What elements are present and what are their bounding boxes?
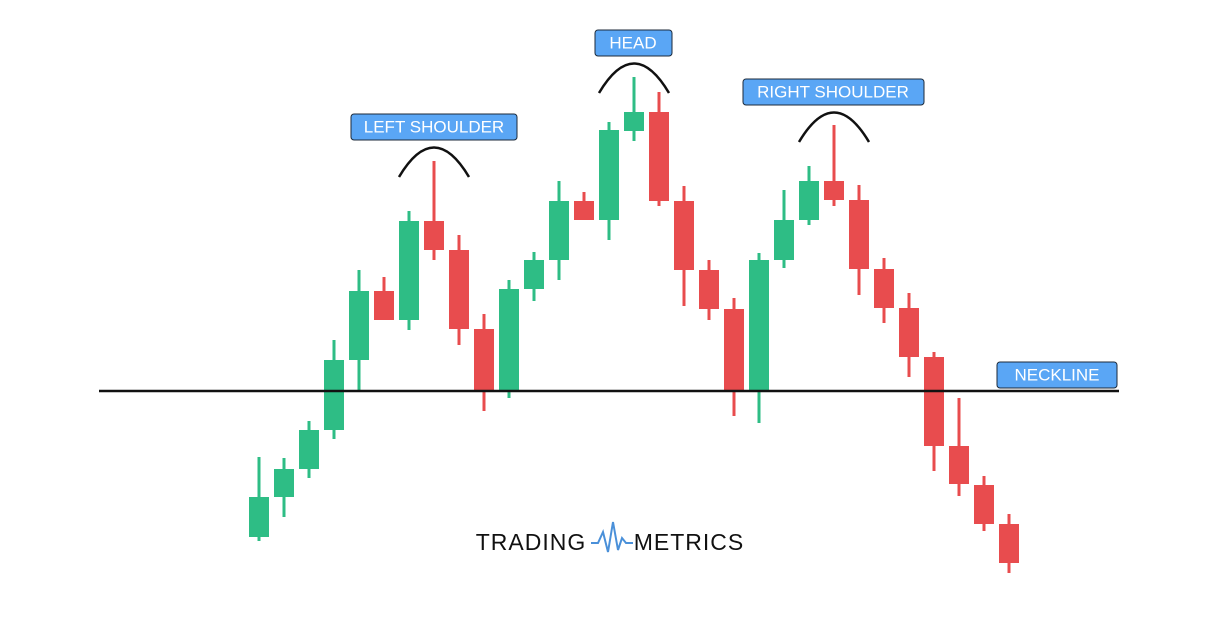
candle-body: [574, 201, 594, 220]
logo-icon: [591, 521, 633, 553]
candle-body: [774, 220, 794, 260]
shoulder-arc: [397, 146, 471, 178]
candle-body: [324, 360, 344, 430]
candle-body: [374, 291, 394, 320]
candle-body: [974, 485, 994, 524]
head-arc: [597, 62, 671, 94]
candle-body: [674, 201, 694, 270]
shoulder-arc: [797, 111, 871, 143]
candle-body: [999, 524, 1019, 563]
candle-body: [549, 201, 569, 260]
candle-body: [924, 357, 944, 446]
candle-body: [649, 112, 669, 201]
candle-body: [749, 260, 769, 391]
candle-body: [249, 497, 269, 537]
candle-body: [699, 270, 719, 309]
candle-body: [849, 200, 869, 269]
candles: [99, 77, 1119, 573]
candle-body: [499, 289, 519, 391]
candle-body: [824, 181, 844, 200]
neckline-label: NECKLINE: [1014, 365, 1099, 384]
candle-body: [399, 221, 419, 320]
candle-body: [899, 308, 919, 357]
logo-text: METRICS: [634, 529, 745, 555]
label-box: RIGHT SHOULDER: [742, 78, 925, 106]
candle-body: [274, 469, 294, 497]
candle-body: [949, 446, 969, 484]
logo-text: TRADING: [476, 529, 587, 555]
label-box: LEFT SHOULDER: [350, 113, 518, 141]
candle-body: [299, 430, 319, 469]
annotation: LEFT SHOULDER: [364, 117, 504, 136]
candle-body: [799, 181, 819, 220]
candle-body: [524, 260, 544, 289]
candle-body: [599, 130, 619, 220]
candle-body: [724, 309, 744, 391]
candle-body: [624, 112, 644, 131]
label-box: NECKLINE: [996, 361, 1118, 389]
candle-body: [874, 269, 894, 308]
candle-body: [349, 291, 369, 360]
candle-body: [449, 250, 469, 329]
annotation: RIGHT SHOULDER: [757, 82, 909, 101]
label-box: HEAD: [594, 29, 673, 57]
annotation: HEAD: [609, 33, 656, 52]
candle-body: [474, 329, 494, 391]
candle-body: [424, 221, 444, 250]
